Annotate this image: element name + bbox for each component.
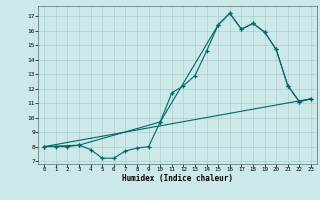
X-axis label: Humidex (Indice chaleur): Humidex (Indice chaleur) [122,174,233,183]
